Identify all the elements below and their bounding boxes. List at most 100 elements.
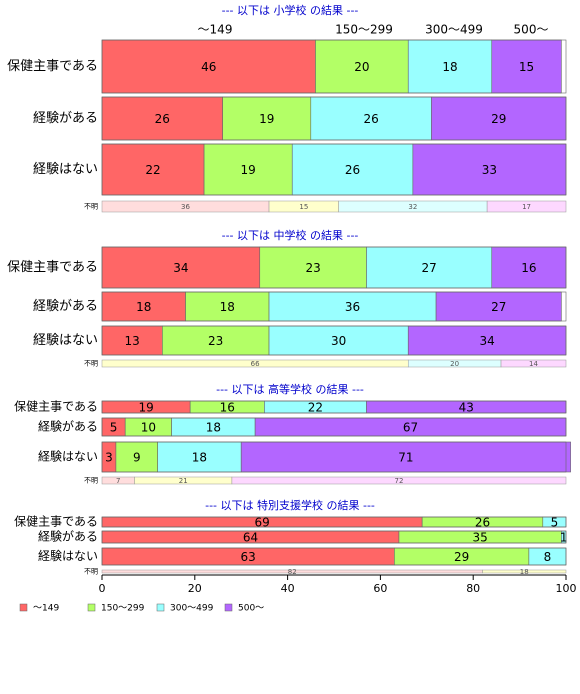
- bar-segment: [412, 143, 567, 196]
- row-label: 経験がある: [33, 299, 98, 314]
- data-label: 20: [354, 60, 369, 74]
- unknown-data-label: 14: [529, 360, 538, 368]
- row-label: 経験はない: [38, 449, 98, 464]
- bar-segment: [315, 39, 409, 94]
- legend-label: 150～299: [101, 604, 145, 614]
- unknown-data-label: 66: [251, 360, 260, 368]
- data-label: 26: [475, 516, 490, 530]
- bar-outline: [101, 246, 567, 289]
- data-label: 34: [479, 334, 494, 348]
- bar-segment: [491, 246, 567, 289]
- data-label: 10: [141, 421, 156, 435]
- data-label: 33: [482, 163, 497, 177]
- unknown-data-label: 21: [179, 477, 188, 485]
- legend-label: 500～: [238, 604, 264, 614]
- bar-segment: [491, 39, 562, 94]
- data-label: 26: [345, 163, 360, 177]
- bar-outline: [101, 143, 567, 196]
- data-label: 19: [138, 401, 153, 415]
- row-label: 経験はない: [33, 162, 98, 177]
- bar-segment: [101, 39, 316, 94]
- unknown-data-label: 20: [450, 360, 459, 368]
- bar-outline: [101, 441, 567, 473]
- row-label: 経験がある: [38, 419, 98, 434]
- panel-title: --- 以下は 特別支援学校 の結果 ---: [205, 498, 375, 512]
- data-label: 26: [363, 112, 378, 126]
- bar-outline: [101, 400, 567, 414]
- bar-segment: [310, 96, 432, 141]
- data-label: 34: [173, 261, 188, 275]
- data-label: 18: [136, 300, 151, 314]
- x-tick-label: 80: [466, 582, 480, 595]
- row-label: 保健主事である: [14, 400, 98, 414]
- unknown-label: 不明: [84, 360, 98, 368]
- data-label: 23: [305, 261, 320, 275]
- unknown-data-label: 18: [520, 568, 529, 576]
- x-tick-label: 0: [99, 582, 106, 595]
- data-label: 27: [421, 261, 436, 275]
- panel-title: --- 以下は 小学校 の結果 ---: [222, 3, 359, 17]
- data-label: 19: [241, 163, 256, 177]
- data-label: 15: [519, 60, 534, 74]
- unknown-label: 不明: [84, 568, 98, 576]
- data-label: 18: [220, 300, 235, 314]
- legend-swatch: [87, 603, 96, 612]
- data-label: 16: [220, 401, 235, 415]
- bar-outline: [101, 417, 567, 437]
- data-label: 67: [403, 421, 418, 435]
- row-label: 経験がある: [38, 529, 98, 544]
- unknown-label: 不明: [84, 203, 98, 211]
- unknown-segment: [486, 200, 567, 213]
- x-tick-label: 60: [373, 582, 387, 595]
- data-label: 69: [254, 516, 269, 530]
- panel-title: --- 以下は 高等学校 の結果 ---: [216, 382, 364, 396]
- bar-outline: [101, 325, 567, 356]
- x-tick-label: 40: [281, 582, 295, 595]
- data-label: 9: [133, 451, 141, 465]
- bar-segment: [407, 325, 567, 356]
- column-header: 150～299: [335, 23, 393, 37]
- unknown-data-label: 17: [522, 203, 531, 211]
- bar-segment: [366, 246, 493, 289]
- data-label: 35: [473, 531, 488, 545]
- unknown-data-label: 72: [394, 477, 403, 485]
- unknown-data-label: 32: [408, 203, 417, 211]
- x-tick-label: 20: [188, 582, 202, 595]
- data-label: 5: [110, 421, 118, 435]
- unknown-segment: [500, 359, 567, 368]
- data-label: 3: [105, 451, 113, 465]
- row-label: 経験がある: [33, 111, 98, 126]
- bar-segment: [162, 325, 270, 356]
- bar-outline: [101, 547, 567, 566]
- bar-segment: [203, 143, 293, 196]
- data-label: 5: [551, 516, 559, 530]
- data-label: 18: [206, 421, 221, 435]
- data-label: 71: [398, 451, 413, 465]
- unknown-segment: [231, 476, 567, 485]
- data-label: 46: [201, 60, 216, 74]
- column-header: 300～499: [425, 23, 483, 37]
- data-label: 1: [560, 531, 568, 545]
- legend-label: ～149: [33, 604, 59, 614]
- data-label: 63: [241, 550, 256, 564]
- row-label: 保健主事である: [7, 59, 98, 74]
- column-header: ～149: [198, 23, 233, 37]
- column-header: 500～: [514, 23, 549, 37]
- bar-segment: [240, 441, 571, 473]
- x-tick-label: 100: [556, 582, 577, 595]
- data-label: 29: [491, 112, 506, 126]
- unknown-data-label: 15: [299, 203, 308, 211]
- row-label: 保健主事である: [7, 260, 98, 275]
- data-label: 29: [454, 550, 469, 564]
- data-label: 13: [125, 334, 140, 348]
- data-label: 26: [155, 112, 170, 126]
- legend-swatch: [156, 603, 165, 612]
- legend-swatch: [224, 603, 233, 612]
- data-label: 30: [331, 334, 346, 348]
- data-label: 36: [345, 300, 360, 314]
- bar-outline: [101, 39, 567, 94]
- bar-segment: [101, 246, 261, 289]
- data-label: 43: [459, 401, 474, 415]
- data-label: 64: [243, 531, 258, 545]
